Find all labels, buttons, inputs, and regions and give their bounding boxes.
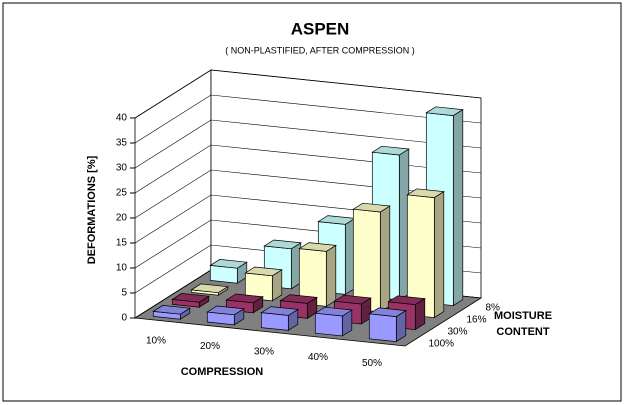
x-tick-label: 50% bbox=[362, 358, 382, 369]
bar-top bbox=[425, 106, 464, 116]
y-tick-label: 10 bbox=[116, 263, 128, 274]
y-tick-label: 40 bbox=[116, 113, 128, 124]
grid-line bbox=[134, 69, 482, 119]
bar-side bbox=[452, 108, 464, 307]
x-tick-label: 30% bbox=[254, 347, 274, 358]
chart-subtitle: ( NON-PLASTIFIED, AFTER COMPRESSION ) bbox=[225, 45, 415, 55]
bar-top bbox=[298, 242, 337, 252]
bar-top bbox=[244, 266, 283, 277]
y-tick-label: 0 bbox=[121, 313, 127, 324]
bar-top bbox=[190, 283, 229, 294]
bar-top bbox=[152, 305, 191, 315]
y-tick-label: 30 bbox=[116, 163, 128, 174]
bar-top bbox=[352, 202, 391, 213]
y-tick-label: 20 bbox=[116, 213, 128, 224]
series-label: 100% bbox=[429, 339, 455, 350]
y-tick-label: 15 bbox=[116, 238, 128, 249]
bar-top bbox=[368, 307, 407, 317]
x-axis-title: COMPRESSION bbox=[181, 366, 264, 378]
bar-top bbox=[387, 295, 426, 305]
bar-front bbox=[314, 312, 343, 337]
bar-top bbox=[314, 306, 353, 317]
bar-top bbox=[171, 293, 210, 303]
grid-line bbox=[134, 94, 482, 144]
x-tick-label: 10% bbox=[146, 335, 166, 346]
series-label: 30% bbox=[448, 327, 468, 338]
y-tick-label: 5 bbox=[121, 288, 127, 299]
bar-top bbox=[206, 305, 245, 316]
bar-top bbox=[209, 259, 248, 269]
bar-front bbox=[368, 313, 397, 342]
y-tick-label: 25 bbox=[116, 188, 128, 199]
series-label: 8% bbox=[486, 303, 501, 314]
x-tick-label: 20% bbox=[200, 341, 220, 352]
bar-side bbox=[325, 244, 337, 308]
bar-top bbox=[260, 306, 299, 316]
z-axis-title: MOISTURE CONTENT bbox=[493, 310, 553, 338]
y-axis-title: DEFORMATIONS [%] bbox=[86, 155, 98, 264]
bar-top bbox=[371, 145, 410, 156]
bar-top bbox=[406, 188, 445, 198]
series-label: 16% bbox=[467, 315, 487, 326]
bar-top bbox=[279, 294, 318, 304]
y-tick-label: 35 bbox=[116, 138, 128, 149]
bar-side bbox=[433, 190, 445, 319]
bar-top bbox=[225, 293, 264, 304]
grid-line bbox=[134, 119, 482, 169]
x-tick-label: 40% bbox=[308, 352, 328, 363]
bar-top bbox=[333, 294, 372, 305]
chart-title: ASPEN bbox=[291, 19, 350, 38]
bar-top bbox=[263, 239, 302, 250]
bar-side bbox=[379, 205, 391, 313]
